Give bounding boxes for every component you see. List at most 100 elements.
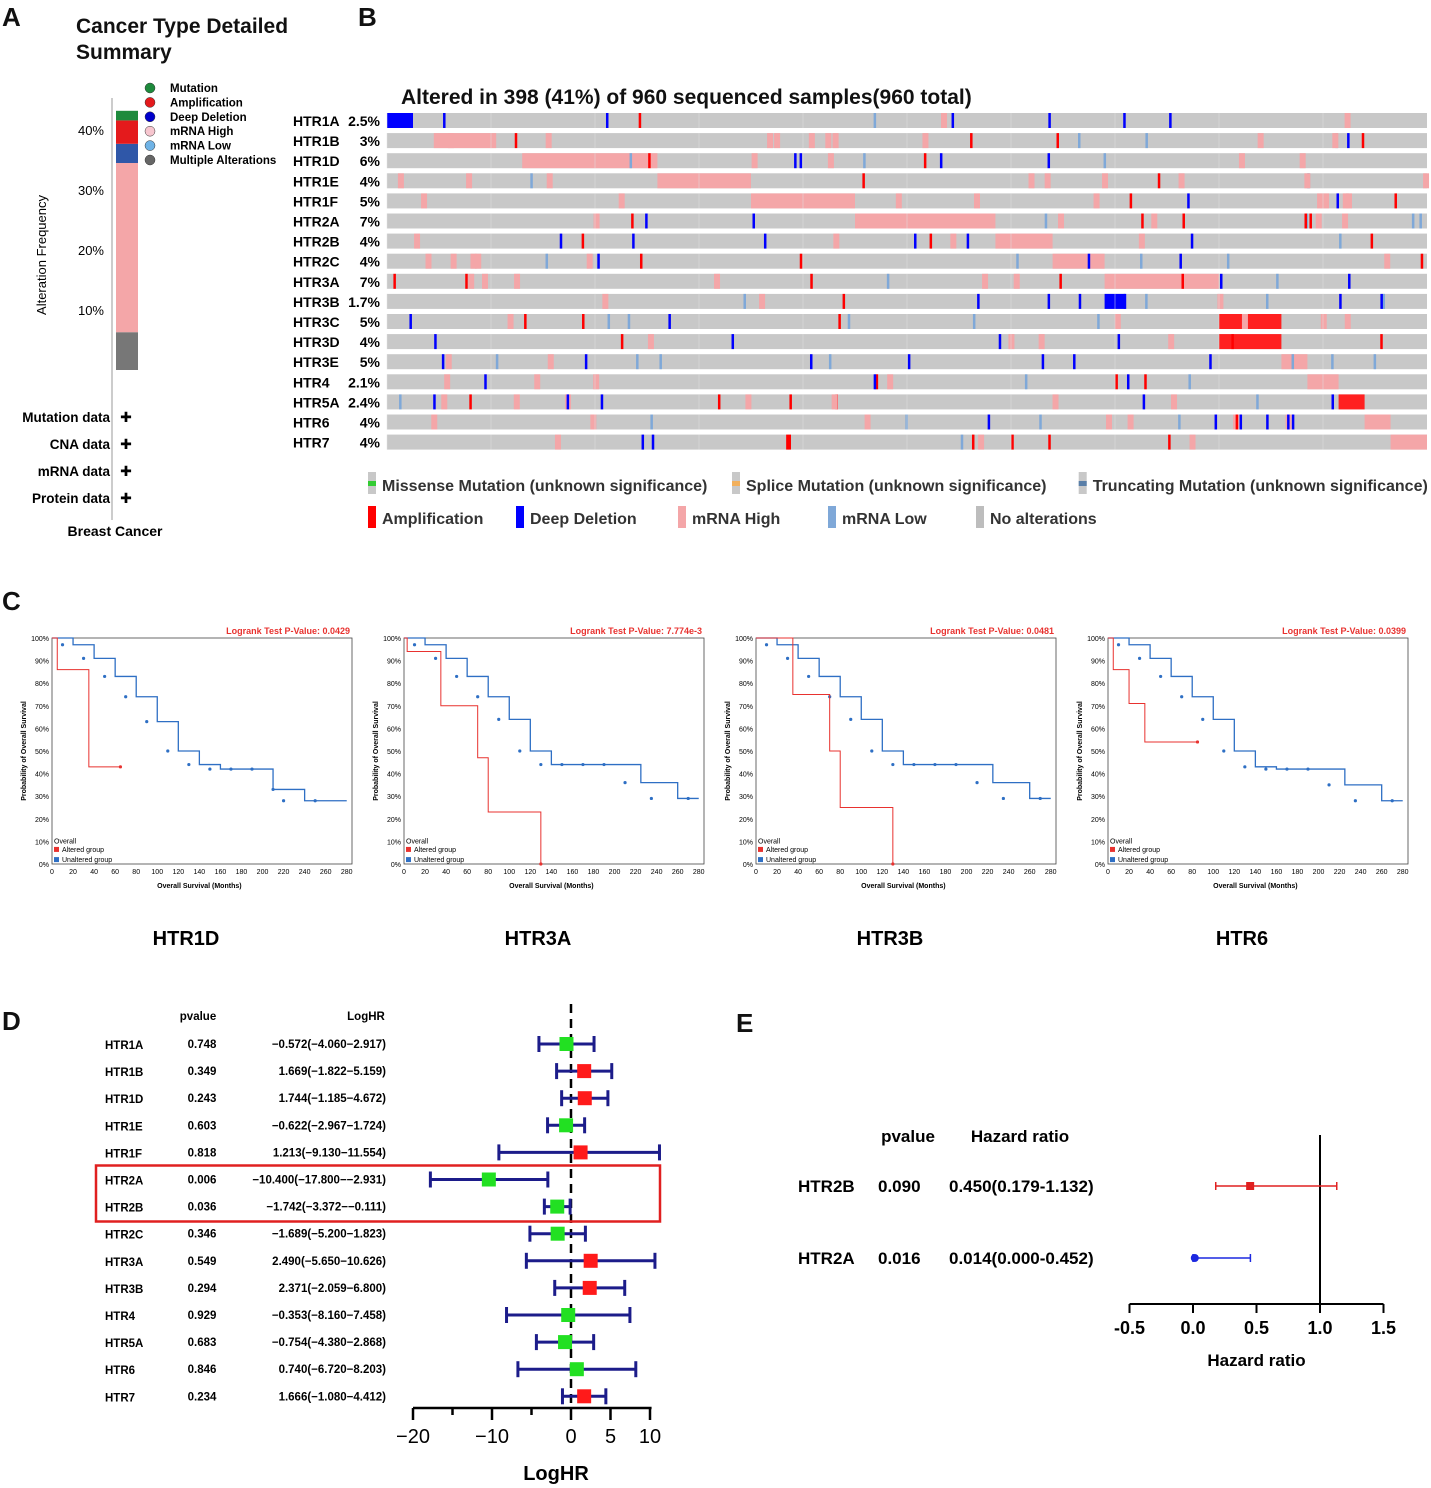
km-x-tick: 240: [1355, 869, 1367, 876]
panel-a-title-line1: Cancer Type Detailed: [76, 15, 289, 38]
oncoprint-alteration-block: [995, 233, 1053, 249]
oncoprint-sample-alteration: [1087, 253, 1091, 269]
km-legend-swatch-unaltered: [406, 857, 411, 863]
oncoprint-sample-alteration: [593, 374, 600, 390]
oncoprint-sample-alteration: [581, 233, 585, 249]
km-censor-mark-unaltered: [103, 674, 107, 679]
forest-point-estimate: [577, 1064, 592, 1079]
oncoprint-sample-alteration: [593, 213, 600, 229]
oncoprint-sample-alteration: [951, 113, 955, 128]
legend-label: Multiple Alterations: [170, 155, 276, 167]
km-censor-mark-unaltered: [229, 767, 233, 771]
oncoprint-sample-alteration: [1380, 334, 1383, 350]
forest-gene-label: HTR4: [105, 1311, 136, 1323]
oncoprint-sample-alteration: [1339, 233, 1342, 249]
legend-label: Deep Deletion: [170, 112, 247, 124]
oncoprint-sample-alteration: [1044, 213, 1048, 229]
forest-loghr-text: −0.754(−4.380−2.868): [272, 1337, 386, 1349]
oncoprint-sample-alteration: [638, 113, 642, 128]
km-x-tick: 20: [69, 869, 77, 876]
oncoprint-sample-alteration: [1144, 374, 1147, 390]
km-censor-mark-unaltered: [1116, 643, 1121, 647]
panel-label-c: C: [2, 586, 21, 616]
km-censor-mark-unaltered: [1201, 717, 1205, 721]
oncoprint-sample-alteration: [1028, 173, 1035, 189]
oncoprint-sample-alteration: [1239, 414, 1243, 430]
oncoprint-sample-alteration: [1077, 133, 1081, 149]
km-legend-altered: Altered group: [766, 847, 808, 854]
oncoprint-sample-alteration: [668, 314, 671, 329]
oncoprint-sample-alteration: [545, 133, 552, 149]
forest-pvalue: 0.748: [188, 1039, 217, 1051]
oncoprint-sample-alteration: [1145, 133, 1148, 149]
oncoprint-sample-alteration: [639, 253, 643, 269]
km-y-tick: 70%: [387, 704, 401, 711]
km-censor-mark-unaltered: [1038, 796, 1042, 801]
x-tick-label: −20: [396, 1426, 430, 1448]
forest-loghr-text: 1.669(−1.822−5.159): [279, 1066, 387, 1078]
km-x-tick: 0: [754, 869, 758, 876]
km-pvalue: Logrank Test P-Value: 0.0399: [1282, 626, 1406, 636]
oncoprint-sample-alteration: [1189, 434, 1196, 450]
oncoprint-sample-alteration: [444, 374, 451, 390]
oncoprint-sample-alteration: [763, 233, 767, 249]
oncoprint-sample-alteration: [1039, 414, 1042, 430]
km-x-tick: 0: [1106, 869, 1110, 876]
y-tick-label: 10%: [78, 303, 104, 318]
km-y-tick: 90%: [35, 659, 49, 666]
oncoprint-sample-alteration: [547, 354, 554, 370]
oncoprint-sample-alteration: [605, 113, 609, 128]
oncoprint-sample-alteration: [650, 414, 653, 430]
km-x-tick: 280: [1045, 869, 1057, 876]
km-curve-unaltered: [756, 637, 1051, 800]
km-y-tick: 30%: [35, 794, 49, 801]
km-x-tick: 60: [1167, 869, 1175, 876]
oncoprint-sample-alteration: [393, 273, 396, 289]
km-y-tick: 50%: [387, 749, 401, 756]
km-censor-mark-unaltered: [891, 762, 895, 767]
km-curve-altered: [1108, 637, 1198, 743]
forest-gene-label: HTR1A: [105, 1040, 143, 1052]
oncoprint-sample-alteration: [1073, 354, 1076, 370]
km-x-tick: 180: [588, 869, 600, 876]
oncoprint-sample-alteration: [1323, 193, 1330, 209]
forest-point-estimate: [561, 1308, 576, 1322]
km-censor-mark-unaltered: [145, 720, 149, 724]
km-y-tick: 30%: [739, 794, 753, 801]
km-censor-mark-unaltered: [250, 767, 254, 771]
hr-text: 0.014(0.000-0.452): [949, 1249, 1094, 1268]
oncoprint-sample-alteration: [600, 394, 604, 410]
oncoprint-sample-alteration: [495, 354, 499, 370]
y-tick-label: 30%: [78, 183, 104, 198]
oncoprint-sample-alteration: [659, 354, 662, 370]
forest-loghr-text: 2.371(−2.059−6.800): [279, 1283, 387, 1295]
km-censor-mark-unaltered: [166, 749, 170, 753]
panel-label-d: D: [2, 1006, 21, 1036]
oncoprint-sample-alteration: [1346, 193, 1353, 209]
data-row-label: Mutation data: [22, 410, 110, 425]
oncoprint-sample-alteration: [546, 173, 553, 189]
cancer-type-label: Breast Cancer: [68, 523, 163, 539]
km-censor-mark-unaltered: [539, 762, 543, 767]
km-y-tick: 80%: [35, 681, 49, 688]
km-censor-mark-unaltered: [412, 643, 417, 647]
km-x-tick: 160: [919, 869, 931, 876]
oncoprint-sample-alteration: [873, 374, 877, 390]
legend-dot: [144, 154, 156, 166]
forest-gene-label: HTR3B: [105, 1284, 143, 1296]
oncoprint-sample-alteration: [1423, 173, 1430, 189]
gene-percent: 2.4%: [348, 394, 380, 410]
stacked-bar-segment: [116, 120, 138, 144]
forest-gene-label: HTR1B: [105, 1067, 143, 1079]
forest-pvalue: 0.346: [188, 1229, 217, 1241]
km-y-tick: 10%: [1091, 839, 1105, 846]
legend-swatch: [1078, 481, 1087, 486]
km-censor-mark-unaltered: [1222, 749, 1226, 753]
km-x-tick: 120: [876, 869, 888, 876]
y-tick-label: 20%: [78, 243, 104, 258]
oncoprint-sample-alteration: [960, 434, 964, 450]
forest-point-estimate: [550, 1199, 565, 1214]
km-x-tick: 220: [1334, 869, 1346, 876]
km-x-tick: 40: [1146, 869, 1154, 876]
legend-label: Amplification: [382, 511, 483, 528]
